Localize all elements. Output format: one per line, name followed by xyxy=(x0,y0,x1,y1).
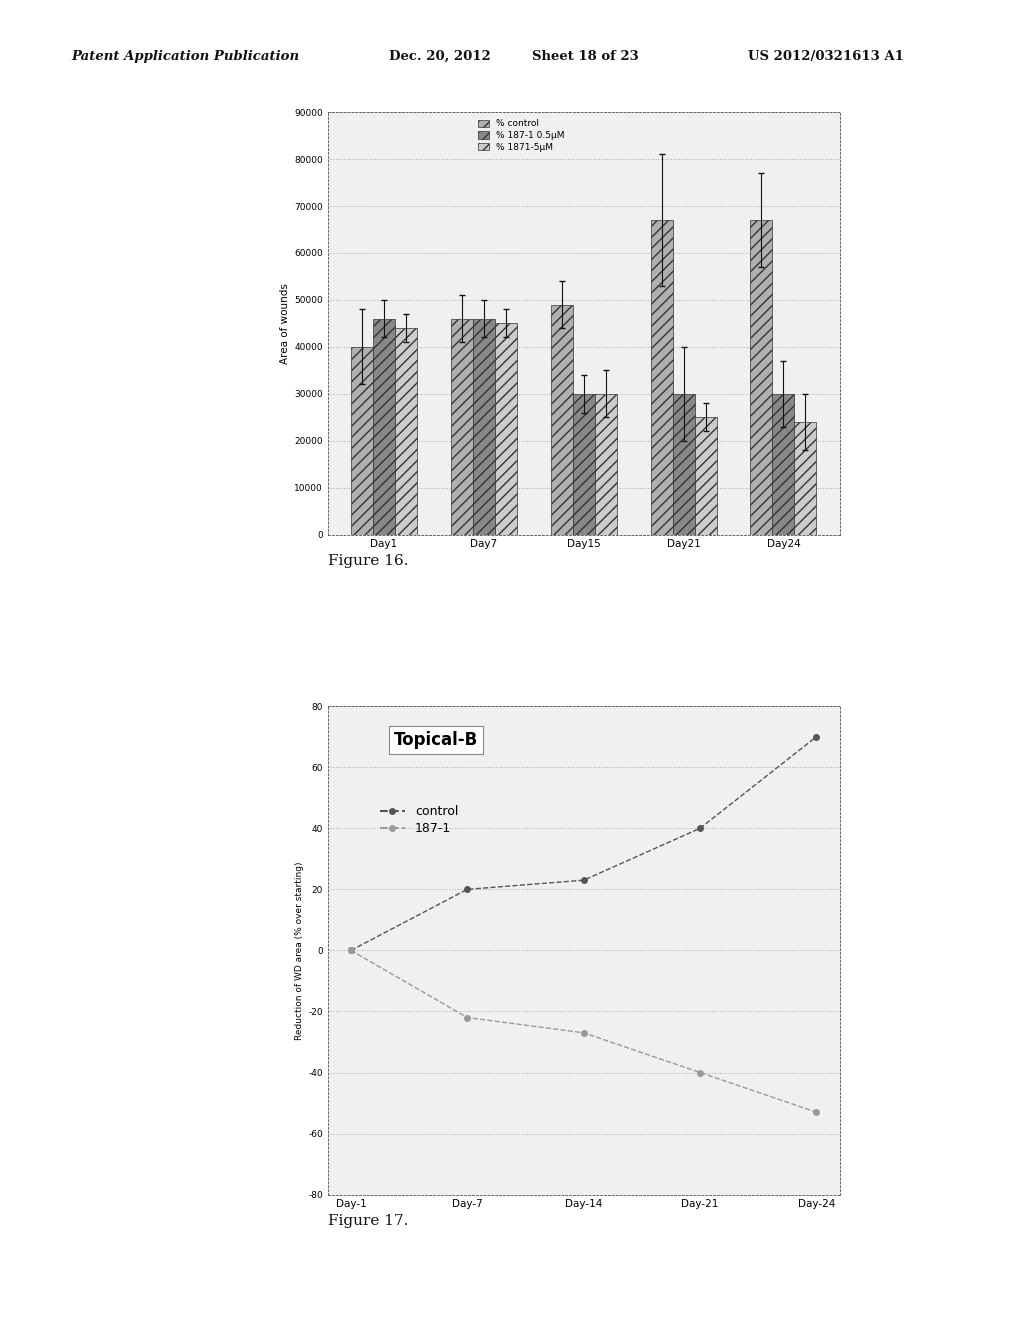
Y-axis label: Reduction of WD area (% over starting): Reduction of WD area (% over starting) xyxy=(295,861,304,1040)
187-1 xyxy=(345,942,357,958)
Bar xyxy=(673,393,694,535)
Bar xyxy=(495,323,517,535)
control xyxy=(578,873,590,888)
Bar xyxy=(650,220,673,535)
Text: US 2012/0321613 A1: US 2012/0321613 A1 xyxy=(748,50,903,63)
Bar xyxy=(751,220,772,535)
187-1 xyxy=(461,1010,473,1026)
control xyxy=(345,942,357,958)
Bar xyxy=(572,393,595,535)
Text: Topical-B: Topical-B xyxy=(394,731,478,748)
Bar xyxy=(395,329,417,535)
Text: Patent Application Publication: Patent Application Publication xyxy=(72,50,300,63)
Bar xyxy=(694,417,717,535)
Text: Sheet 18 of 23: Sheet 18 of 23 xyxy=(532,50,639,63)
Bar xyxy=(473,318,495,535)
Bar xyxy=(595,393,616,535)
Bar xyxy=(373,318,395,535)
Y-axis label: Area of wounds: Area of wounds xyxy=(280,282,290,364)
187-1 xyxy=(694,1064,707,1080)
187-1 xyxy=(810,1105,822,1121)
Text: Figure 16.: Figure 16. xyxy=(328,554,409,569)
control xyxy=(694,820,707,837)
Text: Dec. 20, 2012: Dec. 20, 2012 xyxy=(389,50,490,63)
Legend: % control, % 187-1 0.5μM, % 1871-5μM: % control, % 187-1 0.5μM, % 1871-5μM xyxy=(475,116,567,154)
Bar xyxy=(451,318,473,535)
Bar xyxy=(795,422,816,535)
Bar xyxy=(551,305,572,535)
Text: Figure 17.: Figure 17. xyxy=(328,1214,408,1229)
187-1 xyxy=(578,1024,590,1040)
control xyxy=(810,729,822,744)
Bar xyxy=(351,347,373,535)
Legend: control, 187-1: control, 187-1 xyxy=(375,800,463,840)
Line: 187-1: 187-1 xyxy=(348,948,819,1115)
control xyxy=(461,882,473,898)
Line: control: control xyxy=(348,734,819,953)
Bar xyxy=(772,393,795,535)
